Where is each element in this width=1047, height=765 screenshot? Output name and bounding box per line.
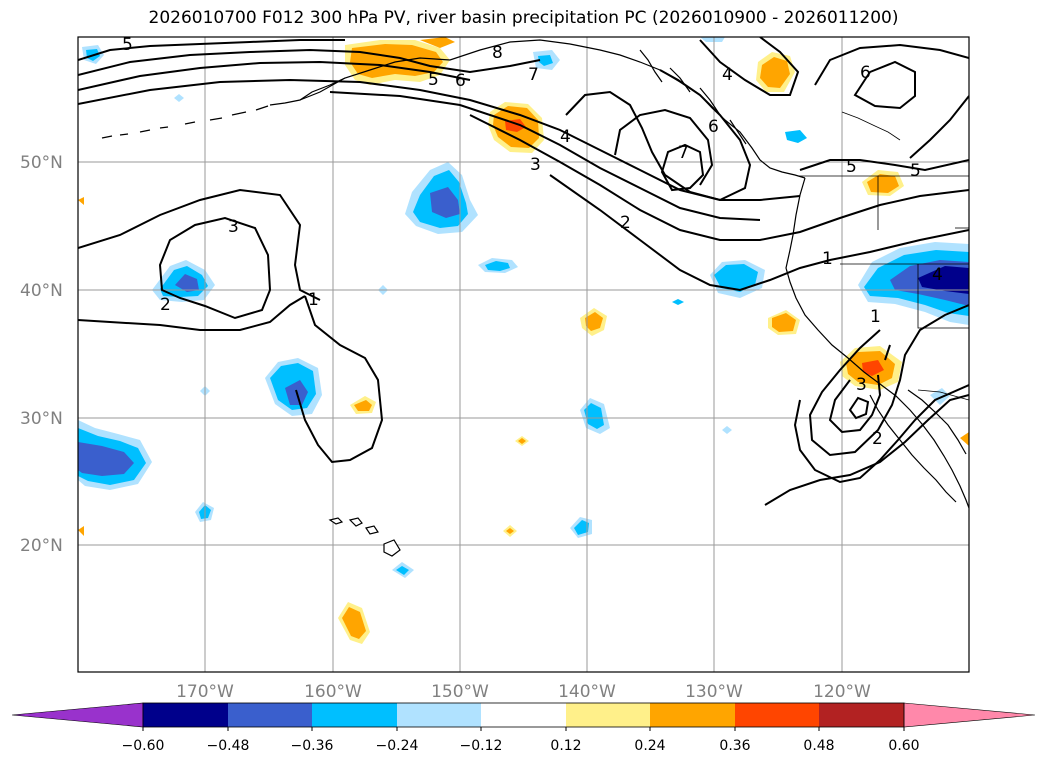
map-title: 2026010700 F012 300 hPa PV, river basin … — [148, 8, 899, 28]
colorbar-segment — [397, 703, 481, 727]
svg-text:3: 3 — [530, 155, 541, 175]
svg-text:4: 4 — [932, 265, 943, 285]
colorbar-tick-label: −0.48 — [207, 738, 250, 754]
svg-text:5: 5 — [910, 161, 921, 181]
colorbar-tick-label: 0.12 — [550, 738, 581, 754]
colorbar-segment — [819, 703, 904, 727]
lon-label: 120°W — [813, 682, 871, 702]
lat-label: 30°N — [20, 409, 63, 429]
graticule — [78, 37, 969, 672]
colorbar-segment — [481, 703, 566, 727]
colorbar-tick-label: 0.60 — [888, 738, 919, 754]
svg-text:6: 6 — [455, 71, 466, 91]
latitude-labels: 50°N 40°N 30°N 20°N — [20, 153, 63, 556]
svg-text:8: 8 — [492, 43, 503, 63]
svg-text:2: 2 — [160, 295, 171, 315]
svg-text:3: 3 — [228, 217, 239, 237]
colorbar-segment — [566, 703, 650, 727]
lat-label: 50°N — [20, 153, 63, 173]
lon-label: 170°W — [176, 682, 234, 702]
colorbar: −0.60 −0.48 −0.36 −0.24 −0.12 0.12 0.24 … — [11, 702, 1036, 754]
lat-label: 20°N — [20, 536, 63, 556]
pv-contours — [78, 37, 969, 506]
svg-text:6: 6 — [708, 117, 719, 137]
svg-text:5: 5 — [428, 70, 439, 90]
colorbar-segment — [312, 703, 397, 727]
colorbar-segment — [650, 703, 735, 727]
svg-text:1: 1 — [308, 290, 319, 310]
colorbar-segment — [228, 703, 312, 727]
svg-text:3: 3 — [856, 375, 867, 395]
colorbar-tick-label: 0.36 — [719, 738, 750, 754]
longitude-labels: 170°W 160°W 150°W 140°W 130°W 120°W — [176, 682, 871, 702]
svg-text:7: 7 — [528, 65, 539, 85]
svg-text:1: 1 — [870, 307, 881, 327]
coastlines — [101, 39, 969, 557]
colorbar-tick-label: −0.60 — [122, 738, 165, 754]
colorbar-tick-label: 0.48 — [803, 738, 834, 754]
svg-text:4: 4 — [560, 127, 571, 147]
svg-text:5: 5 — [846, 157, 857, 177]
colorbar-over-arrow — [903, 702, 1036, 728]
svg-text:2: 2 — [620, 213, 631, 233]
lon-label: 130°W — [685, 682, 743, 702]
colorbar-under-arrow — [11, 702, 144, 728]
lon-label: 140°W — [558, 682, 616, 702]
colorbar-tick-label: −0.36 — [291, 738, 334, 754]
colorbar-tick-label: −0.12 — [460, 738, 503, 754]
colorbar-tick-label: 0.24 — [634, 738, 665, 754]
svg-text:4: 4 — [722, 65, 733, 85]
svg-text:7: 7 — [678, 143, 689, 163]
lon-label: 160°W — [304, 682, 362, 702]
svg-text:5: 5 — [122, 35, 133, 55]
colorbar-tick-label: −0.24 — [376, 738, 419, 754]
contour-labels: 5 5 6 8 7 4 6 4 5 6 7 3 2 1 5 4 3 2 1 1 … — [122, 35, 943, 449]
svg-text:1: 1 — [822, 249, 833, 269]
lon-label: 150°W — [431, 682, 489, 702]
svg-text:6: 6 — [860, 63, 871, 83]
colorbar-segment — [735, 703, 819, 727]
plot-frame — [77, 36, 970, 673]
lat-label: 40°N — [20, 281, 63, 301]
colorbar-segment — [143, 703, 228, 727]
svg-text:2: 2 — [872, 429, 883, 449]
